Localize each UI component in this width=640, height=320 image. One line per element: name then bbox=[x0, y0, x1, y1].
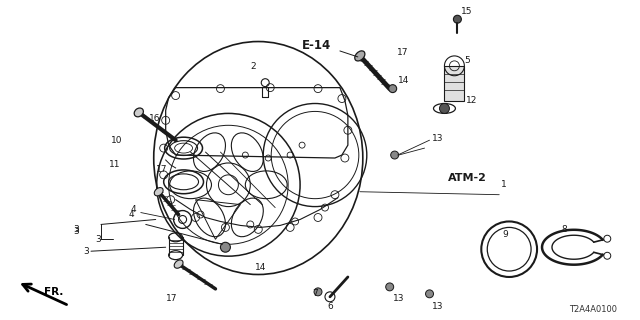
Text: 13: 13 bbox=[431, 134, 443, 143]
Text: 8: 8 bbox=[561, 225, 566, 234]
Text: 5: 5 bbox=[465, 56, 470, 65]
Circle shape bbox=[314, 288, 322, 296]
Text: 9: 9 bbox=[502, 230, 508, 239]
Text: 11: 11 bbox=[109, 160, 120, 170]
Text: 16: 16 bbox=[148, 114, 160, 123]
Text: 13: 13 bbox=[393, 294, 404, 303]
Text: 13: 13 bbox=[431, 302, 443, 311]
Text: ATM-2: ATM-2 bbox=[447, 173, 486, 183]
Ellipse shape bbox=[174, 260, 183, 268]
Circle shape bbox=[453, 15, 461, 23]
Text: 4: 4 bbox=[131, 205, 136, 214]
Text: 1: 1 bbox=[501, 180, 507, 189]
Text: 2: 2 bbox=[250, 62, 256, 71]
Text: 15: 15 bbox=[461, 7, 473, 16]
Text: 3: 3 bbox=[95, 235, 101, 244]
Text: 4: 4 bbox=[129, 210, 134, 219]
Text: 3: 3 bbox=[73, 227, 79, 236]
Circle shape bbox=[388, 85, 397, 92]
Ellipse shape bbox=[355, 51, 365, 61]
Text: 17: 17 bbox=[156, 165, 167, 174]
Text: 10: 10 bbox=[111, 136, 122, 145]
Circle shape bbox=[426, 290, 433, 298]
Bar bbox=[444, 66, 465, 100]
Circle shape bbox=[386, 283, 394, 291]
Text: 17: 17 bbox=[397, 48, 408, 57]
Circle shape bbox=[390, 151, 399, 159]
Text: 3: 3 bbox=[83, 247, 89, 256]
Circle shape bbox=[220, 242, 230, 252]
Text: 14: 14 bbox=[397, 76, 409, 85]
Circle shape bbox=[440, 103, 449, 113]
Ellipse shape bbox=[154, 188, 163, 196]
Text: 7: 7 bbox=[312, 289, 318, 298]
Text: 3: 3 bbox=[73, 225, 79, 234]
Text: 6: 6 bbox=[327, 302, 333, 311]
Text: 14: 14 bbox=[255, 263, 267, 272]
Text: 17: 17 bbox=[166, 294, 177, 303]
Text: T2A4A0100: T2A4A0100 bbox=[569, 305, 617, 314]
Text: E-14: E-14 bbox=[302, 38, 332, 52]
Ellipse shape bbox=[134, 108, 143, 117]
Text: 12: 12 bbox=[467, 96, 477, 105]
Text: FR.: FR. bbox=[44, 287, 63, 297]
